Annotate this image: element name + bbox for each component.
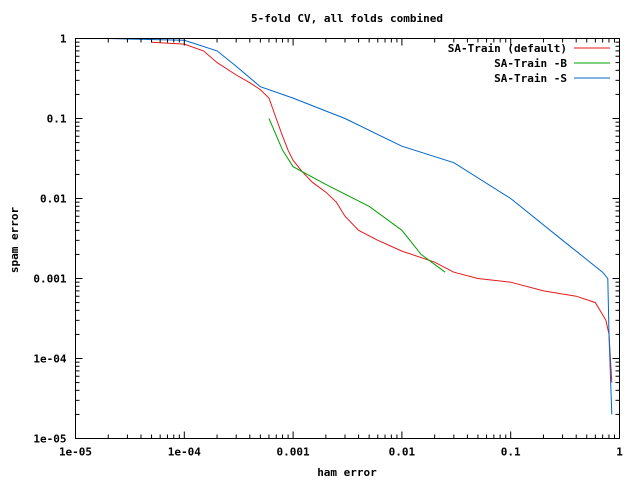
legend-label: SA-Train -B xyxy=(494,57,567,70)
x-tick-label: 1e-05 xyxy=(59,446,92,459)
series-line-0 xyxy=(151,41,613,383)
y-tick-label: 1 xyxy=(60,33,67,46)
x-axis-label: ham error xyxy=(317,466,377,479)
x-axis-ticks: 1e-05 1e-04 0.001 0.01 0.1 1 xyxy=(59,38,623,459)
legend-label: SA-Train (default) xyxy=(448,42,567,55)
x-tick-label: 0.1 xyxy=(501,446,521,459)
y-tick-label: 1e-05 xyxy=(33,433,66,446)
legend-label: SA-Train -S xyxy=(494,72,567,85)
y-tick-label: 0.01 xyxy=(40,193,67,206)
y-axis-ticks: 1e-05 1e-04 0.001 0.01 0.1 1 xyxy=(33,33,620,446)
x-tick-label: 0.001 xyxy=(277,446,310,459)
y-axis-label: spam error xyxy=(8,207,21,274)
plot-series xyxy=(108,38,613,415)
series-line-2 xyxy=(108,38,613,415)
x-tick-label: 1e-04 xyxy=(168,446,201,459)
y-tick-label: 0.1 xyxy=(47,113,67,126)
series-line-1 xyxy=(268,118,446,273)
plot-frame xyxy=(75,38,620,439)
legend: SA-Train (default) SA-Train -B SA-Train -S xyxy=(448,42,610,85)
x-tick-label: 1 xyxy=(616,446,623,459)
chart-title: 5-fold CV, all folds combined xyxy=(251,12,443,25)
x-tick-label: 0.01 xyxy=(389,446,416,459)
y-tick-label: 1e-04 xyxy=(33,353,66,366)
y-tick-label: 0.001 xyxy=(33,273,66,286)
